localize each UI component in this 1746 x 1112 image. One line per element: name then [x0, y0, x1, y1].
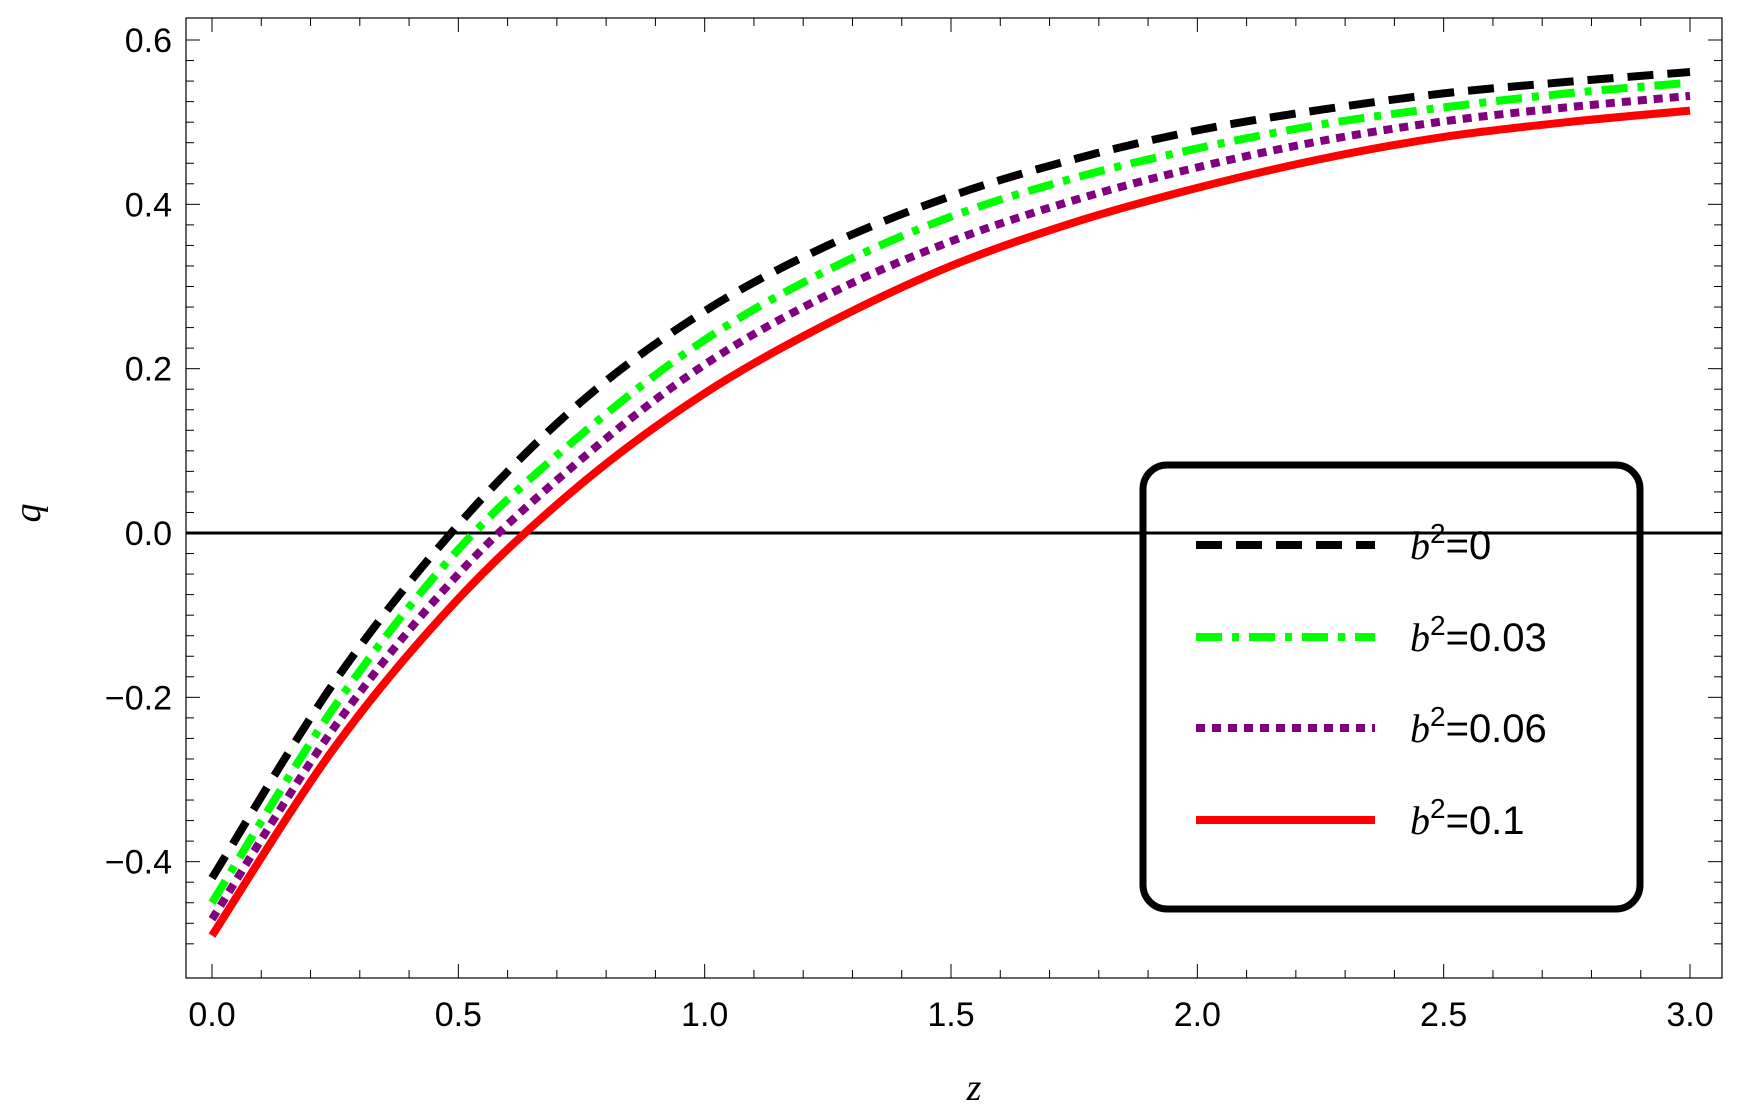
tick-labels: 0.0 0.5 1.0 1.5 2.0 2.5 3.0 −0.4 −0.2 0.0 0.2 0.4 0.…	[105, 22, 1714, 1034]
legend-label: b2=0.1	[1410, 793, 1525, 843]
series-line	[208, 68, 1691, 881]
x-tick-label: 2.5	[1420, 996, 1467, 1034]
x-tick-label: 2.0	[1174, 996, 1221, 1034]
y-tick-label: 0.2	[125, 351, 172, 389]
x-tick-label: 3.0	[1666, 996, 1713, 1034]
x-tick-label: 1.0	[681, 996, 728, 1034]
legend-label: b2=0.03	[1410, 610, 1547, 660]
legend-box	[1139, 461, 1644, 913]
legend: b2=0 b2=0.03 b2=0.06 b2=0.1	[1139, 461, 1644, 913]
y-tick-label: −0.4	[105, 844, 172, 882]
y-tick-label: 0.6	[125, 22, 172, 60]
series-line	[208, 106, 1691, 938]
y-tick-label: 0.4	[125, 186, 172, 224]
x-axis-title: z	[966, 1067, 982, 1109]
x-tick-label: 0.5	[435, 996, 482, 1034]
series-line	[208, 78, 1691, 905]
series-line	[208, 91, 1691, 922]
legend-label: b2=0	[1410, 518, 1491, 568]
plot-frame	[185, 17, 1723, 979]
y-tick-label: −0.2	[105, 679, 172, 717]
x-tick-label: 0.0	[188, 996, 235, 1034]
legend-label: b2=0.06	[1410, 701, 1547, 751]
x-tick-label: 1.5	[927, 996, 974, 1034]
series-lines	[208, 68, 1691, 938]
y-tick-label: 0.0	[125, 515, 172, 553]
axis-ticks	[186, 18, 1722, 978]
y-axis-title: q	[7, 504, 49, 523]
